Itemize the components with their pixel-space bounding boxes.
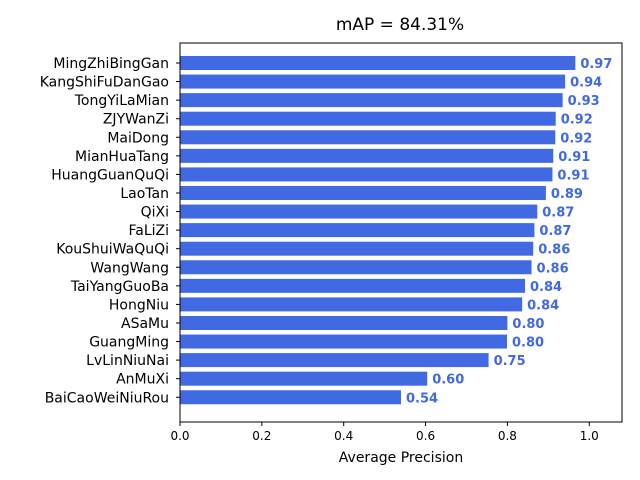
bar	[180, 371, 428, 386]
bar	[180, 353, 489, 368]
value-label: 0.89	[551, 187, 583, 202]
bar	[180, 148, 554, 163]
chart-title: mAP = 84.31%	[336, 15, 464, 35]
value-label: 0.75	[494, 354, 526, 369]
category-label: GuangMing	[89, 335, 169, 351]
bar	[180, 167, 553, 182]
bar	[180, 111, 556, 126]
category-label: LvLinNiuNai	[86, 353, 169, 369]
x-axis-ticks-layer: 0.0 0.2 0.4 0.6 0.8 1.0	[170, 422, 599, 443]
category-label: QiXi	[141, 205, 169, 221]
bar	[180, 260, 532, 275]
category-label: MingZhiBingGan	[53, 56, 169, 72]
bar	[180, 241, 534, 256]
bar	[180, 56, 576, 70]
bar	[180, 334, 507, 349]
category-label: LaoTan	[120, 186, 169, 202]
category-label: KouShuiWaQuQi	[56, 242, 169, 258]
bar	[180, 390, 401, 405]
value-label: 0.97	[580, 57, 612, 72]
value-label: 0.84	[530, 280, 562, 295]
category-label: MaiDong	[107, 130, 169, 146]
category-label: HongNiu	[109, 297, 169, 313]
x-tick-label: 0.8	[498, 429, 517, 443]
category-label: MianHuaTang	[75, 149, 169, 165]
value-labels-layer: 0.97 0.94 0.93 0.92 0.92 0.91 0.91 0.89 0.87 0.87…	[406, 57, 612, 406]
value-label: 0.80	[512, 336, 544, 351]
bar	[180, 315, 508, 330]
category-labels-layer: MingZhiBingGan KangShiFuDanGao TongYiLaMia…	[40, 56, 180, 406]
value-label: 0.60	[432, 373, 464, 388]
x-tick-label: 0.0	[170, 429, 189, 443]
category-label: KangShiFuDanGao	[40, 75, 169, 91]
bar	[180, 185, 546, 200]
value-label: 0.92	[560, 131, 592, 146]
value-label: 0.91	[558, 150, 590, 165]
value-label: 0.54	[406, 391, 438, 406]
value-label: 0.92	[561, 113, 593, 128]
bar	[180, 204, 538, 219]
x-axis-label: Average Precision	[339, 450, 463, 466]
x-tick-label: 0.4	[334, 429, 353, 443]
category-label: HuangGuanQuQi	[51, 167, 169, 183]
value-label: 0.94	[570, 76, 602, 91]
value-label: 0.84	[527, 298, 559, 313]
category-label: AnMuXi	[116, 372, 169, 388]
category-label: WangWang	[90, 260, 169, 276]
value-label: 0.93	[568, 94, 600, 109]
x-tick-label: 0.2	[252, 429, 271, 443]
category-label: ASaMu	[121, 316, 169, 332]
category-label: FaLiZi	[128, 223, 169, 239]
value-label: 0.91	[557, 168, 589, 183]
bar	[180, 130, 556, 145]
category-label: TongYiLaMian	[74, 93, 169, 109]
plot-frame	[179, 42, 623, 423]
category-label: TaiYangGuoBa	[70, 279, 169, 295]
value-label: 0.87	[542, 206, 574, 221]
value-label: 0.86	[537, 261, 569, 276]
value-label: 0.80	[512, 317, 544, 332]
bar	[180, 93, 563, 108]
bars-layer	[180, 56, 576, 405]
value-label: 0.86	[538, 243, 570, 258]
bar	[180, 278, 526, 293]
x-tick-label: 0.6	[416, 429, 435, 443]
value-label: 0.87	[539, 224, 571, 239]
x-tick-label: 1.0	[580, 429, 599, 443]
category-label: ZJYWanZi	[103, 112, 169, 128]
category-label: BaiCaoWeiNiuRou	[45, 390, 169, 406]
bar	[180, 74, 566, 89]
bar	[180, 297, 523, 312]
bar	[180, 223, 535, 238]
